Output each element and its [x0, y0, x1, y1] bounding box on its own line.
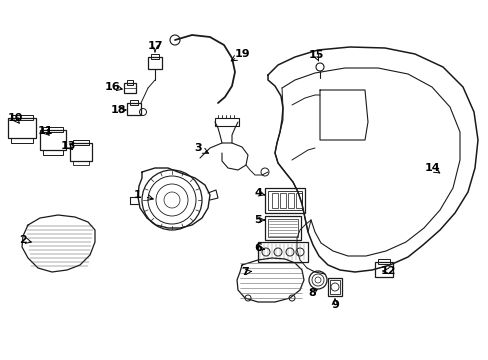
Bar: [127, 80, 133, 85]
Text: 14: 14: [423, 163, 439, 173]
Text: 19: 19: [234, 49, 249, 59]
Text: 15: 15: [307, 50, 323, 60]
Bar: [267, 219, 297, 237]
Bar: [148, 57, 162, 69]
Bar: [267, 191, 302, 210]
Bar: [374, 262, 392, 277]
Text: 8: 8: [307, 288, 315, 298]
Text: 7: 7: [241, 267, 248, 277]
Bar: [327, 278, 341, 296]
Bar: [124, 83, 136, 93]
Text: 12: 12: [380, 266, 395, 276]
Text: 17: 17: [147, 41, 163, 51]
Text: 3: 3: [194, 143, 202, 153]
Text: 6: 6: [254, 243, 262, 253]
Bar: [70, 143, 92, 161]
Text: 11: 11: [37, 126, 53, 136]
Bar: [73, 140, 89, 145]
Text: 10: 10: [7, 113, 22, 123]
Text: 5: 5: [254, 215, 261, 225]
Bar: [40, 130, 66, 150]
Text: 2: 2: [19, 235, 27, 245]
Text: 13: 13: [60, 141, 76, 151]
Bar: [127, 103, 141, 115]
Bar: [295, 193, 302, 208]
Bar: [280, 193, 285, 208]
Bar: [130, 100, 138, 105]
Text: 4: 4: [254, 188, 262, 198]
Bar: [377, 259, 389, 264]
Text: 16: 16: [105, 82, 121, 92]
Bar: [73, 161, 89, 165]
Bar: [11, 115, 33, 120]
Bar: [258, 242, 307, 262]
Bar: [215, 118, 239, 126]
Bar: [43, 150, 63, 155]
Text: 18: 18: [110, 105, 125, 115]
Bar: [271, 193, 278, 208]
Bar: [43, 127, 63, 132]
Text: 1: 1: [134, 190, 142, 200]
Bar: [264, 188, 305, 213]
Bar: [151, 54, 159, 59]
Bar: [287, 193, 293, 208]
Bar: [8, 118, 36, 138]
Bar: [329, 280, 339, 294]
Bar: [11, 138, 33, 143]
Bar: [264, 216, 301, 240]
Text: 9: 9: [330, 300, 338, 310]
